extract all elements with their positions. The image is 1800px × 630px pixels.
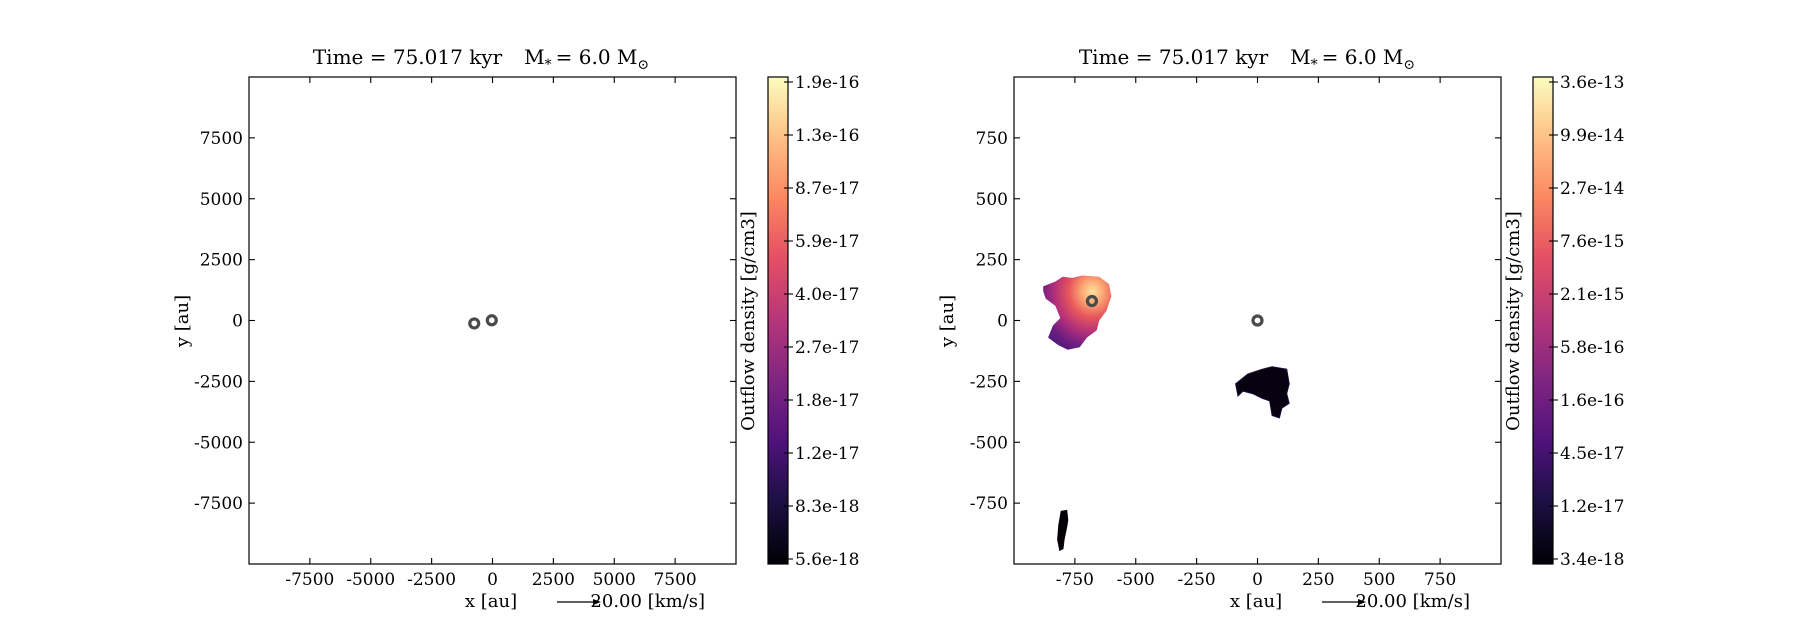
y-axis-label: y [au]	[937, 295, 958, 348]
colorbar: 3.6e-13 9.9e-14 2.7e-14 7.6e-15 2.1e-15 5.8e-…	[1503, 73, 1624, 570]
x-tick-label: 500	[1363, 570, 1395, 590]
colorbar-frame	[767, 76, 789, 565]
colorbar-tick-label: 3.4e-18	[1560, 550, 1624, 570]
right-panel: Time = 75.017 kyr M* = 6.0 M⊙ -750 -500 -250…	[937, 45, 1624, 612]
panel-title: Time = 75.017 kyr M* = 6.0 M⊙	[313, 45, 649, 73]
x-axis: -7500 -5000 -2500 0 2500 5000 7500	[285, 77, 697, 590]
colorbar-tick-label: 1.8e-17	[795, 391, 859, 411]
x-tick-label: 2500	[532, 570, 575, 590]
y-tick-label: -250	[970, 372, 1008, 392]
x-tick-label: 5000	[593, 570, 636, 590]
colorbar-frame	[1532, 76, 1554, 565]
x-tick-label: -7500	[285, 570, 334, 590]
y-tick-label: -750	[970, 494, 1008, 514]
y-tick-label: 250	[976, 251, 1008, 271]
x-tick-label: 0	[1252, 570, 1263, 590]
colorbar-tick-label: 4.0e-17	[795, 285, 859, 305]
colorbar-gradient	[768, 77, 788, 564]
colorbar-tick-label: 1.6e-16	[1560, 391, 1624, 411]
colorbar-tick-label: 5.9e-17	[795, 232, 859, 252]
colorbar-tick-label: 5.6e-18	[795, 550, 859, 570]
colorbar-tick-label: 2.7e-17	[795, 338, 859, 358]
velocity-key-label: 20.00 [km/s]	[590, 591, 705, 612]
y-axis: 750 500 250 0 -250 -500 -750	[970, 129, 1501, 514]
colorbar-label: Outflow density [g/cm3]	[1503, 211, 1524, 431]
colorbar-tick-label: 5.8e-16	[1560, 338, 1624, 358]
y-tick-label: 500	[976, 190, 1008, 210]
y-tick-label: 5000	[200, 190, 243, 210]
colorbar-tick-label: 4.5e-17	[1560, 444, 1624, 464]
outflow-region-dark-strip	[1056, 508, 1070, 553]
x-tick-label: 250	[1302, 570, 1334, 590]
colorbar-tick-label: 8.3e-18	[795, 497, 859, 517]
x-tick-label: 0	[487, 570, 498, 590]
y-tick-label: -7500	[194, 494, 243, 514]
y-axis: 7500 5000 2500 0 -2500 -5000 -7500	[194, 129, 736, 514]
x-axis-label: x [au]	[465, 591, 517, 612]
colorbar-ticks: 3.6e-13 9.9e-14 2.7e-14 7.6e-15 2.1e-15 5.8e-…	[1549, 73, 1624, 570]
colorbar-tick-label: 1.2e-17	[795, 444, 859, 464]
sink-particle-marker	[1085, 294, 1099, 308]
plot-frame	[248, 76, 737, 565]
y-tick-label: 0	[997, 312, 1008, 332]
x-tick-label: -750	[1056, 570, 1094, 590]
velocity-key: 20.00 [km/s]	[1322, 591, 1470, 612]
colorbar-ticks: 1.9e-16 1.3e-16 8.7e-17 5.9e-17 4.0e-17 2.7e-…	[784, 73, 859, 570]
x-tick-label: -2500	[407, 570, 456, 590]
sink-particle-marker	[1251, 314, 1264, 327]
sink-particle-marker	[468, 317, 481, 330]
colorbar-tick-label: 2.7e-14	[1560, 179, 1624, 199]
y-tick-label: 750	[976, 129, 1008, 149]
colorbar-tick-label: 3.6e-13	[1560, 73, 1624, 93]
left-panel: Time = 75.017 kyr M* = 6.0 M⊙ -7500 -5000 -2…	[172, 45, 859, 612]
y-tick-label: 2500	[200, 251, 243, 271]
outflow-density-map	[1043, 275, 1290, 553]
panel-title: Time = 75.017 kyr M* = 6.0 M⊙	[1079, 45, 1415, 73]
colorbar: 1.9e-16 1.3e-16 8.7e-17 5.9e-17 4.0e-17 2.7e-…	[738, 73, 859, 570]
y-tick-label: 0	[232, 312, 243, 332]
colorbar-tick-label: 7.6e-15	[1560, 232, 1624, 252]
velocity-key: 20.00 [km/s]	[557, 591, 705, 612]
x-tick-label: -500	[1117, 570, 1155, 590]
x-tick-label: 750	[1424, 570, 1456, 590]
velocity-key-arrowhead	[593, 599, 601, 605]
sink-particle-marker	[485, 314, 498, 327]
colorbar-tick-label: 1.9e-16	[795, 73, 859, 93]
y-tick-label: -5000	[194, 433, 243, 453]
x-tick-label: -5000	[346, 570, 395, 590]
colorbar-tick-label: 9.9e-14	[1560, 126, 1624, 146]
outflow-region-bright-lobe	[1043, 275, 1112, 350]
sink-particles	[1085, 294, 1264, 327]
colorbar-gradient	[1533, 77, 1553, 564]
colorbar-label: Outflow density [g/cm3]	[738, 211, 759, 431]
colorbar-tick-label: 2.1e-15	[1560, 285, 1624, 305]
velocity-key-arrowhead	[1358, 599, 1366, 605]
x-axis-label: x [au]	[1230, 591, 1282, 612]
velocity-key-label: 20.00 [km/s]	[1355, 591, 1470, 612]
colorbar-tick-label: 8.7e-17	[795, 179, 859, 199]
y-axis-label: y [au]	[172, 295, 193, 348]
y-tick-label: -2500	[194, 372, 243, 392]
sink-particles	[468, 314, 498, 330]
x-tick-label: 7500	[653, 570, 696, 590]
outflow-region-dark-patch	[1235, 366, 1290, 419]
x-tick-label: -250	[1178, 570, 1216, 590]
y-tick-label: 7500	[200, 129, 243, 149]
y-tick-label: -500	[970, 433, 1008, 453]
colorbar-tick-label: 1.3e-16	[795, 126, 859, 146]
x-axis: -750 -500 -250 0 250 500 750	[1056, 77, 1456, 590]
colorbar-tick-label: 1.2e-17	[1560, 497, 1624, 517]
